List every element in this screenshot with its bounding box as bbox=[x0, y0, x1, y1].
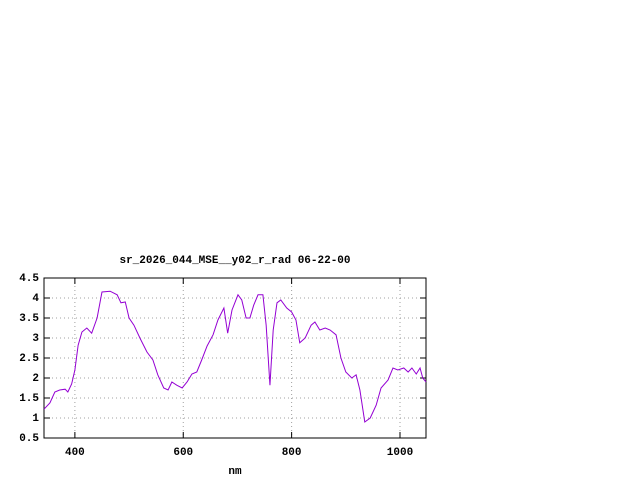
y-tick-label: 3 bbox=[32, 333, 39, 345]
y-tick-label: 3.5 bbox=[19, 313, 39, 325]
y-tick-label: 2.5 bbox=[19, 353, 39, 365]
y-tick-label: 1.5 bbox=[19, 393, 39, 405]
y-tick-label: 4.5 bbox=[19, 273, 39, 285]
y-tick-label: 4 bbox=[32, 293, 39, 305]
y-tick-label: 1 bbox=[32, 413, 39, 425]
plot-border bbox=[43, 277, 427, 439]
x-tick-label: 1000 bbox=[387, 447, 413, 459]
x-tick-label: 800 bbox=[282, 447, 302, 459]
y-tick-label: 2 bbox=[32, 373, 39, 385]
y-tick-label: 0.5 bbox=[19, 433, 39, 445]
x-tick-label: 600 bbox=[173, 447, 193, 459]
x-axis-label: nm bbox=[228, 466, 242, 478]
chart-title: sr_2026_044_MSE__y02_r_rad 06-22-00 bbox=[119, 255, 350, 267]
data-line bbox=[43, 290, 427, 423]
x-tick-label: 400 bbox=[65, 447, 85, 459]
